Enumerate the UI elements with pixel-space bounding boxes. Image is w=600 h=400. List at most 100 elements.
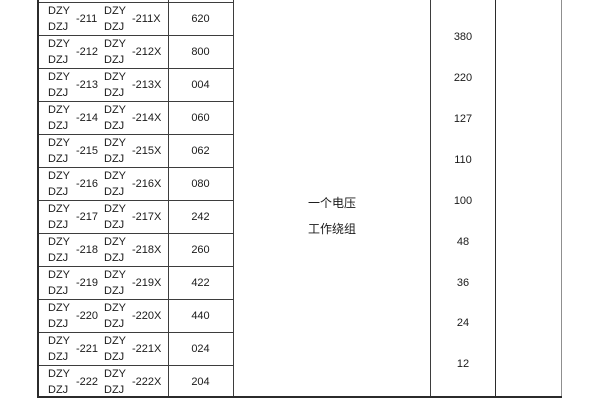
code-cell: 204 — [191, 376, 210, 388]
model-cell-right: DZY DZJ -215X — [104, 137, 161, 165]
voltage-value: 220 — [453, 72, 473, 84]
code-cell: 242 — [191, 211, 210, 223]
model-number: -221 — [76, 343, 99, 355]
model-series-bottom: DZJ — [48, 219, 69, 231]
model-series-bottom: DZJ — [104, 351, 125, 363]
model-cell-left: DZY DZJ -221 — [48, 335, 98, 363]
model-series-top: DZY — [104, 71, 126, 83]
code-cell: 422 — [191, 277, 210, 289]
model-series-bottom: DZJ — [48, 21, 69, 33]
model-series-bottom: DZJ — [104, 285, 125, 297]
code-cell: 260 — [191, 244, 210, 256]
code-cell: 080 — [191, 178, 210, 190]
code-cell: 440 — [191, 310, 210, 322]
model-cell-left: DZY DZJ -216 — [48, 170, 98, 198]
table-row: DZY DZJ -214 DZY DZJ -214X 060 — [39, 101, 233, 134]
model-series-bottom: DZJ — [104, 21, 125, 33]
model-cell-left: DZY DZJ -212 — [48, 38, 98, 66]
table-row: DZY DZJ -216 DZY DZJ -216X 080 — [39, 167, 233, 200]
model-series-bottom: DZJ — [104, 186, 125, 198]
model-series-bottom: DZJ — [48, 285, 69, 297]
model-cell-left: DZY DZJ -218 — [48, 236, 98, 264]
model-cell-left: DZY DZJ -220 — [48, 302, 98, 330]
model-number: -218X — [132, 244, 162, 256]
voltage-value: 36 — [456, 277, 470, 289]
model-number: -220 — [76, 310, 99, 322]
model-cell-right: DZY DZJ -214X — [104, 104, 161, 132]
model-series-top: DZY — [48, 302, 70, 314]
model-series-bottom: DZJ — [48, 186, 69, 198]
model-series-bottom: DZJ — [48, 252, 69, 264]
model-cell-right: DZY DZJ -218X — [104, 236, 161, 264]
model-series-top: DZY — [104, 236, 126, 248]
model-series-top: DZY — [104, 203, 126, 215]
model-series-top: DZY — [48, 71, 70, 83]
model-series-bottom: DZJ — [48, 153, 69, 165]
table-row: DZY DZJ -211 DZY DZJ -211X 620 — [39, 2, 233, 35]
model-number: -211 — [76, 13, 98, 25]
model-series-top: DZY — [48, 38, 70, 50]
model-series-top: DZY — [48, 203, 70, 215]
model-series-bottom: DZJ — [48, 54, 69, 66]
model-number: -215 — [76, 145, 99, 157]
model-number: -216 — [76, 178, 99, 190]
model-cell-left: DZY DZJ -211 — [48, 5, 97, 33]
model-series-top: DZY — [48, 269, 70, 281]
model-cell-right: DZY DZJ -217X — [104, 203, 161, 231]
voltage-value: 127 — [453, 113, 473, 125]
code-cell: 060 — [191, 112, 210, 124]
voltage-value: 48 — [456, 236, 470, 248]
model-cell-right: DZY DZJ -219X — [104, 269, 161, 297]
model-cell-right: DZY DZJ -212X — [104, 38, 161, 66]
model-series-top: DZY — [104, 137, 126, 149]
model-series-top: DZY — [48, 368, 70, 380]
column-divider — [233, 0, 234, 398]
code-cell: 004 — [191, 79, 210, 91]
model-number: -212X — [132, 46, 162, 58]
model-series-top: DZY — [48, 104, 70, 116]
code-cell: 024 — [191, 343, 210, 355]
model-series-top: DZY — [104, 5, 126, 17]
model-series-top: DZY — [104, 170, 126, 182]
model-series-bottom: DZJ — [104, 252, 125, 264]
model-number: -222X — [132, 376, 162, 388]
table-row: DZY DZJ -220 DZY DZJ -220X 440 — [39, 299, 233, 332]
table-row: DZY DZJ -218 DZY DZJ -218X 260 — [39, 233, 233, 266]
model-series-top: DZY — [104, 368, 126, 380]
model-cell-left: DZY DZJ -215 — [48, 137, 98, 165]
table-row: DZY DZJ -215 DZY DZJ -215X 062 — [39, 134, 233, 167]
model-series-bottom: DZJ — [104, 120, 125, 132]
model-number: -211X — [132, 13, 161, 25]
model-number: -220X — [132, 310, 162, 322]
table-row: DZY DZJ -221 DZY DZJ -221X 024 — [39, 332, 233, 365]
model-number: -213X — [132, 79, 162, 91]
model-cell-right: DZY DZJ -221X — [104, 335, 161, 363]
voltage-value: 12 — [456, 358, 470, 370]
model-series-top: DZY — [48, 170, 70, 182]
model-series-bottom: DZJ — [48, 318, 69, 330]
code-cell: 800 — [191, 46, 210, 58]
model-series-bottom: DZJ — [104, 318, 125, 330]
table-border-left — [37, 0, 39, 398]
model-cell-left: DZY DZJ -219 — [48, 269, 98, 297]
model-number: -219X — [132, 277, 162, 289]
table-row: DZY DZJ -212 DZY DZJ -212X 800 — [39, 35, 233, 68]
model-number: -221X — [132, 343, 162, 355]
model-series-bottom: DZJ — [104, 384, 125, 396]
code-cell: 620 — [191, 13, 210, 25]
model-number: -218 — [76, 244, 99, 256]
voltage-value: 110 — [454, 154, 472, 166]
model-cell-left: DZY DZJ -213 — [48, 71, 98, 99]
model-series-top: DZY — [48, 137, 70, 149]
model-series-top: DZY — [48, 335, 70, 347]
model-number: -214 — [76, 112, 99, 124]
model-cell-right: DZY DZJ -211X — [104, 5, 161, 33]
column-divider — [168, 0, 169, 398]
model-number: -217X — [132, 211, 162, 223]
model-series-top: DZY — [48, 5, 70, 17]
model-series-bottom: DZJ — [48, 351, 69, 363]
table-row: DZY DZJ -217 DZY DZJ -217X 242 — [39, 200, 233, 233]
model-series-bottom: DZJ — [48, 384, 69, 396]
model-series-bottom: DZJ — [104, 153, 125, 165]
column-divider — [495, 0, 496, 398]
